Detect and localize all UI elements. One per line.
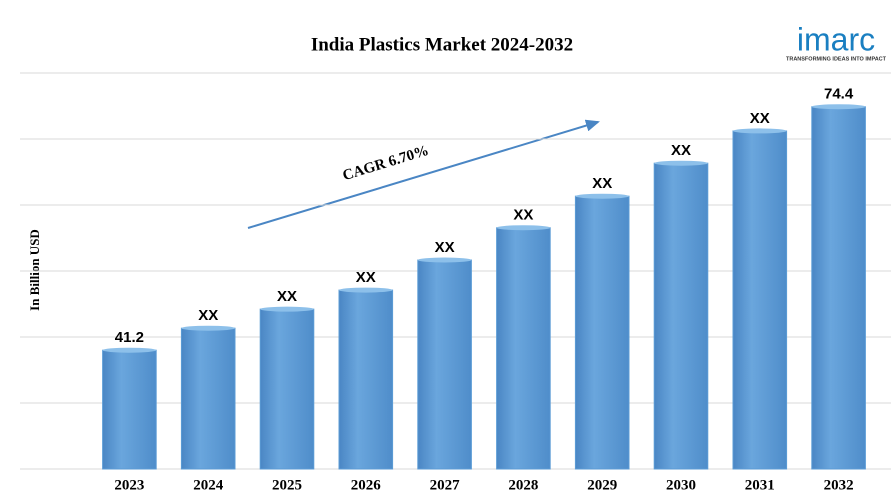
x-tick-label: 2030	[666, 477, 696, 493]
value-label: XX	[513, 207, 533, 224]
bar-cap	[733, 128, 787, 134]
chart-title: India Plastics Market 2024-2032	[311, 34, 573, 55]
bar	[496, 227, 551, 470]
bar-cap	[811, 104, 866, 110]
x-tick-label: 2023	[114, 477, 144, 493]
value-label: 74.4	[824, 86, 854, 103]
bar	[732, 130, 788, 470]
bar	[574, 195, 630, 470]
bar-cap	[575, 193, 629, 199]
bar	[102, 349, 157, 470]
bar	[653, 162, 709, 470]
bar-cap	[496, 225, 551, 231]
y-axis-label: In Billion USD	[27, 229, 42, 311]
bar-cap	[181, 325, 235, 331]
logo-tagline: TRANSFORMING IDEAS INTO IMPACT	[786, 56, 887, 62]
bar-cap	[260, 306, 314, 312]
bar	[259, 308, 315, 470]
value-label: XX	[671, 142, 691, 159]
bar	[338, 289, 394, 470]
bar-cap	[339, 287, 393, 293]
value-label: XX	[198, 307, 218, 324]
x-tick-label: 2032	[824, 477, 854, 493]
x-tick-label: 2031	[745, 477, 775, 493]
x-tick-label: 2029	[587, 477, 617, 493]
x-tick-label: 2025	[272, 477, 302, 493]
value-label: XX	[277, 288, 297, 305]
x-tick-label: 2028	[508, 477, 538, 493]
value-label: 41.2	[115, 329, 144, 346]
cagr-annotation: CAGR 6.70%	[341, 143, 431, 184]
bar	[417, 259, 472, 470]
logo: imarc	[797, 21, 875, 57]
x-tick-label: 2026	[351, 477, 382, 493]
bar-cap	[417, 257, 472, 263]
value-label: XX	[592, 175, 612, 192]
value-label: XX	[356, 269, 376, 286]
x-tick-label: 2024	[193, 477, 224, 493]
x-tick-label: 2027	[430, 477, 461, 493]
bar-cap	[654, 160, 708, 166]
value-label: XX	[750, 110, 770, 127]
bar-cap	[102, 347, 157, 353]
cagr-arrow	[247, 119, 600, 229]
bar	[811, 106, 866, 470]
value-label: XX	[435, 239, 455, 256]
bar	[180, 327, 236, 470]
